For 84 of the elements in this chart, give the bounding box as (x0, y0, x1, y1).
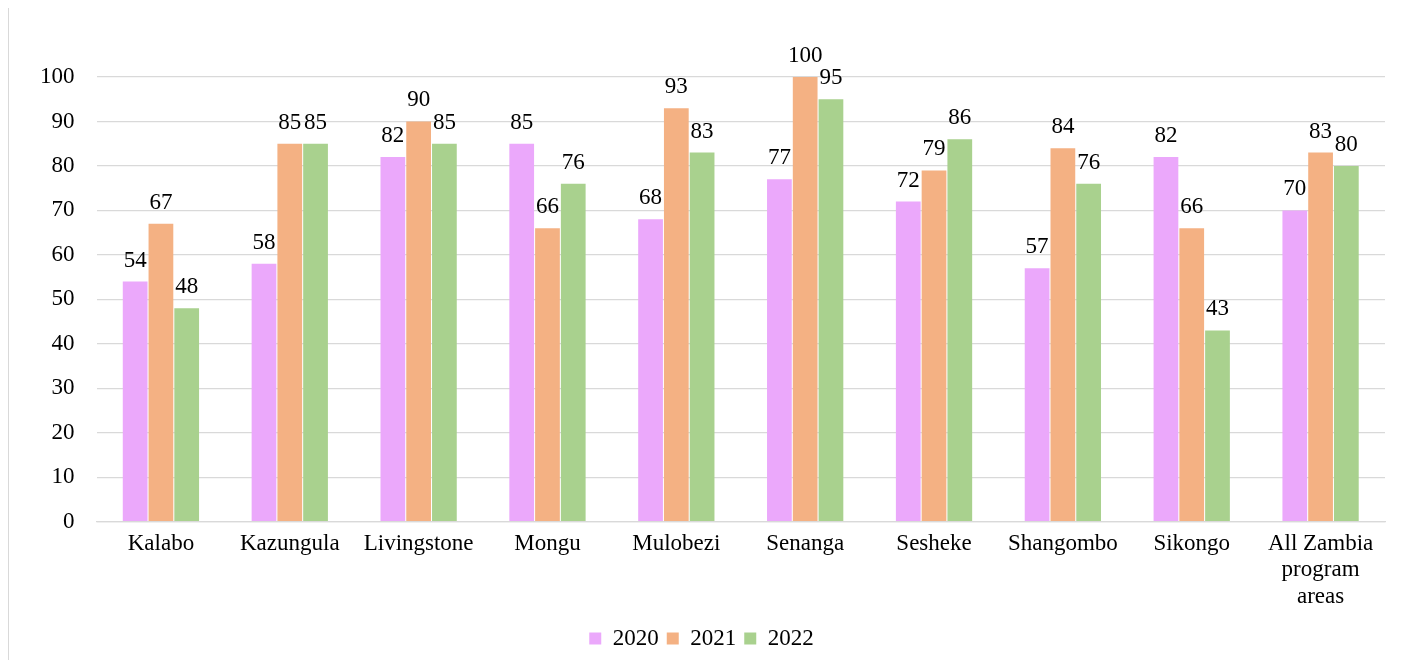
bar (432, 143, 457, 521)
data-label: 85 (278, 108, 302, 134)
y-tick-label: 50 (51, 285, 75, 311)
y-tick-label: 30 (51, 374, 75, 400)
bar (818, 99, 844, 521)
data-label: 76 (561, 148, 585, 174)
x-tick-label: Senanga (766, 529, 845, 555)
bar (947, 139, 973, 521)
bar (663, 108, 689, 521)
bar (1282, 210, 1308, 521)
bar (277, 143, 303, 521)
y-tick-label: 0 (63, 507, 75, 533)
bar (1205, 330, 1230, 521)
x-tick-label: Sikongo (1153, 529, 1231, 555)
data-label: 82 (1154, 122, 1178, 148)
bar (638, 219, 663, 521)
data-label: 54 (123, 246, 148, 272)
bar (535, 228, 560, 521)
data-label: 72 (896, 166, 920, 192)
y-tick-label: 20 (51, 418, 75, 444)
y-tick-label: 40 (51, 329, 75, 355)
data-label: 77 (767, 144, 791, 170)
bar (1024, 268, 1050, 521)
x-tick-label: Sesheke (896, 529, 972, 555)
data-label: 95 (819, 64, 843, 90)
data-label: 67 (149, 188, 173, 214)
data-label: 82 (381, 122, 405, 148)
bar (1050, 148, 1076, 521)
data-label: 80 (1334, 130, 1358, 156)
x-tick-label: Kazungula (239, 529, 340, 555)
data-label: 66 (1180, 193, 1204, 219)
data-label: 68 (639, 184, 663, 210)
y-tick-label: 10 (51, 463, 75, 489)
bar (1153, 157, 1179, 521)
bar (303, 143, 328, 521)
data-label: 90 (407, 86, 431, 112)
legend-label: 2020 (612, 624, 659, 650)
data-label: 100 (787, 42, 823, 67)
x-tick-label: Mongu (514, 529, 582, 555)
data-label: 83 (690, 117, 714, 143)
bar (174, 308, 200, 521)
bar (148, 223, 174, 521)
x-tick-label: Livingstone (363, 529, 474, 555)
bar (251, 263, 277, 521)
data-label: 76 (1077, 148, 1101, 174)
y-tick-label: 60 (51, 240, 75, 266)
data-label: 86 (948, 104, 972, 130)
y-tick-label: 100 (40, 63, 75, 89)
bar (792, 77, 818, 521)
legend-label: 2022 (767, 624, 814, 650)
data-label: 79 (922, 135, 946, 161)
x-tick-label: All Zambia program areas (1267, 529, 1374, 608)
bar (1333, 165, 1359, 521)
bar (921, 170, 947, 521)
y-tick-label: 80 (51, 151, 75, 177)
data-label: 93 (664, 73, 688, 99)
bar (895, 201, 921, 521)
data-label: 85 (432, 108, 456, 134)
x-tick-label: Mulobezi (632, 529, 721, 555)
data-label: 43 (1205, 295, 1229, 321)
bar (122, 281, 148, 521)
legend-label: 2021 (690, 624, 737, 650)
bar (406, 121, 431, 521)
data-label: 57 (1025, 233, 1049, 259)
bar (560, 183, 586, 521)
bar (1076, 183, 1102, 521)
data-label: 84 (1051, 113, 1075, 139)
bar (509, 143, 535, 521)
bar (1179, 228, 1205, 521)
x-tick-label: Shangombo (1007, 529, 1118, 555)
data-label: 66 (535, 193, 559, 219)
data-label: 58 (252, 228, 276, 254)
bar (767, 179, 792, 521)
y-tick-label: 90 (51, 107, 75, 133)
data-label: 83 (1309, 117, 1333, 143)
bar (689, 152, 715, 521)
data-label: 70 (1283, 175, 1307, 201)
bar (380, 157, 406, 521)
bar (1308, 152, 1333, 521)
data-label: 48 (175, 273, 199, 299)
data-label: 85 (304, 108, 328, 134)
y-tick-label: 70 (51, 196, 75, 222)
x-tick-label: Kalabo (127, 529, 195, 555)
data-label: 85 (510, 108, 534, 134)
